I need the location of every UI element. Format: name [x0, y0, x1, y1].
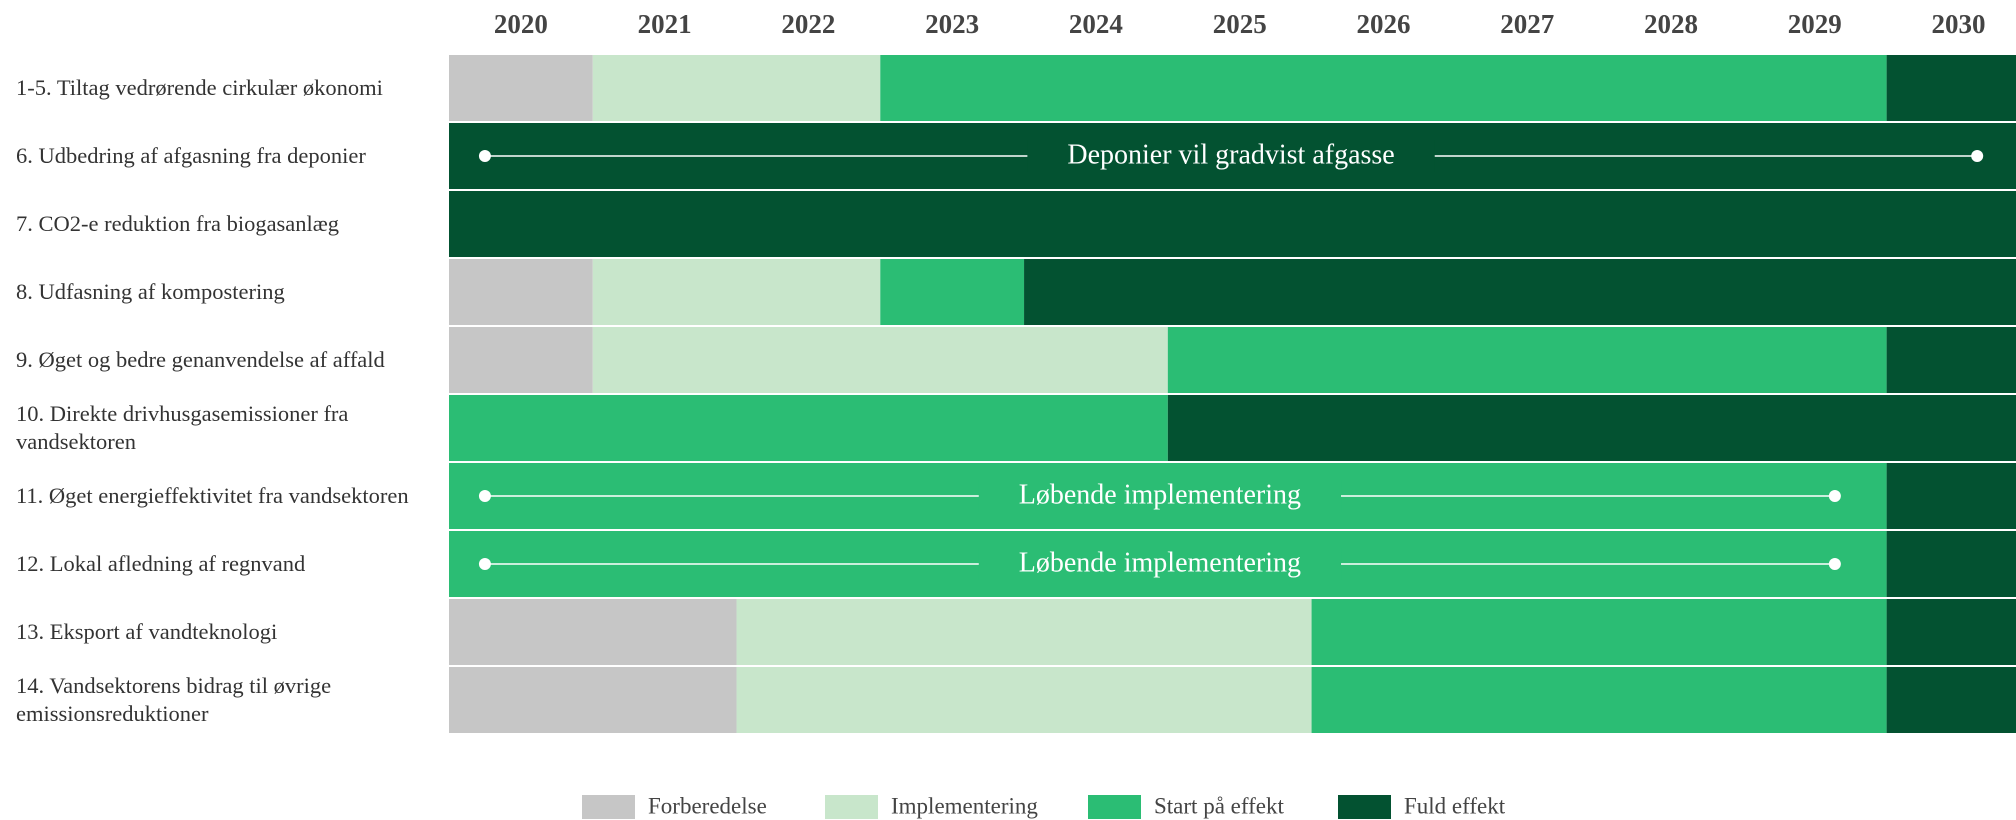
year-label: 2027 [1500, 9, 1554, 39]
timeline-segment [1886, 463, 2016, 529]
legend-swatch [1338, 795, 1391, 819]
annotation-dot [478, 490, 491, 502]
year-label: 2030 [1931, 9, 1985, 39]
timeline-segment [1886, 327, 2016, 393]
timeline-segment [592, 55, 881, 121]
annotation-dot [1828, 490, 1841, 502]
timeline-segment [449, 327, 593, 393]
legend-label: Forberedelse [648, 793, 767, 818]
row-label: 14. Vandsektorens bidrag til øvrige emis… [16, 673, 332, 726]
timeline-segment [736, 599, 1312, 665]
timeline-segment [449, 191, 2016, 257]
timeline-segment [1167, 395, 2016, 461]
timeline-segment [1167, 327, 1887, 393]
year-label: 2024 [1069, 9, 1123, 39]
row-label: 6. Udbedring af afgasning fra deponier [16, 143, 366, 168]
annotation-dot [478, 150, 491, 162]
annotation-dot [1828, 558, 1841, 570]
annotation-text: Løbende implementering [1019, 479, 1301, 510]
annotation-gap [978, 548, 1342, 580]
legend-label: Implementering [891, 793, 1038, 818]
year-label: 2023 [925, 9, 979, 39]
timeline-segment [449, 395, 1168, 461]
timeline-segment [1311, 599, 1887, 665]
timeline-segment [449, 667, 737, 733]
year-label: 2021 [638, 9, 692, 39]
timeline-segment [1886, 667, 2016, 733]
year-label: 2026 [1356, 9, 1410, 39]
legend-label: Start på effekt [1154, 793, 1284, 818]
annotation-dot [478, 558, 491, 570]
year-label: 2022 [781, 9, 835, 39]
year-label: 2029 [1788, 9, 1842, 39]
row-label: 1-5. Tiltag vedrørende cirkulær økonomi [16, 75, 383, 100]
row-label: 7. CO2-e reduktion fra biogasanlæg [16, 211, 340, 236]
timeline-segment [736, 667, 1312, 733]
timeline-segment [1886, 55, 2016, 121]
row-label: 8. Udfasning af kompostering [16, 279, 285, 304]
row-label: 9. Øget og bedre genanvendelse af affald [16, 347, 385, 372]
timeline-segment [880, 55, 1887, 121]
year-label: 2020 [494, 9, 548, 39]
row-label: 13. Eksport af vandteknologi [16, 619, 278, 644]
timeline-segment [1886, 599, 2016, 665]
annotation-dot [1971, 150, 1984, 162]
annotation-text: Deponier vil gradvist afgasse [1067, 139, 1394, 170]
year-label: 2028 [1644, 9, 1698, 39]
timeline-segment [1024, 259, 2016, 325]
timeline-segment [449, 55, 593, 121]
timeline-segment [1886, 531, 2016, 597]
timeline-segment [449, 259, 593, 325]
annotation-gap [978, 480, 1342, 512]
timeline-segment [449, 599, 737, 665]
timeline-segment [880, 259, 1025, 325]
timeline-segment [1311, 667, 1887, 733]
legend-swatch [1088, 795, 1141, 819]
legend-swatch [582, 795, 635, 819]
row-label: 11. Øget energieffektivitet fra vandsekt… [16, 483, 409, 508]
annotation-gap [1027, 140, 1435, 172]
row-label: 12. Lokal afledning af regnvand [16, 551, 306, 576]
legend-label: Fuld effekt [1404, 793, 1506, 818]
row-label: 10. Direkte drivhusgasemissioner fra van… [16, 401, 349, 454]
timeline-segment [592, 259, 881, 325]
annotation-text: Løbende implementering [1019, 547, 1301, 578]
timeline-segment [592, 327, 1168, 393]
legend-swatch [825, 795, 878, 819]
year-label: 2025 [1213, 9, 1267, 39]
